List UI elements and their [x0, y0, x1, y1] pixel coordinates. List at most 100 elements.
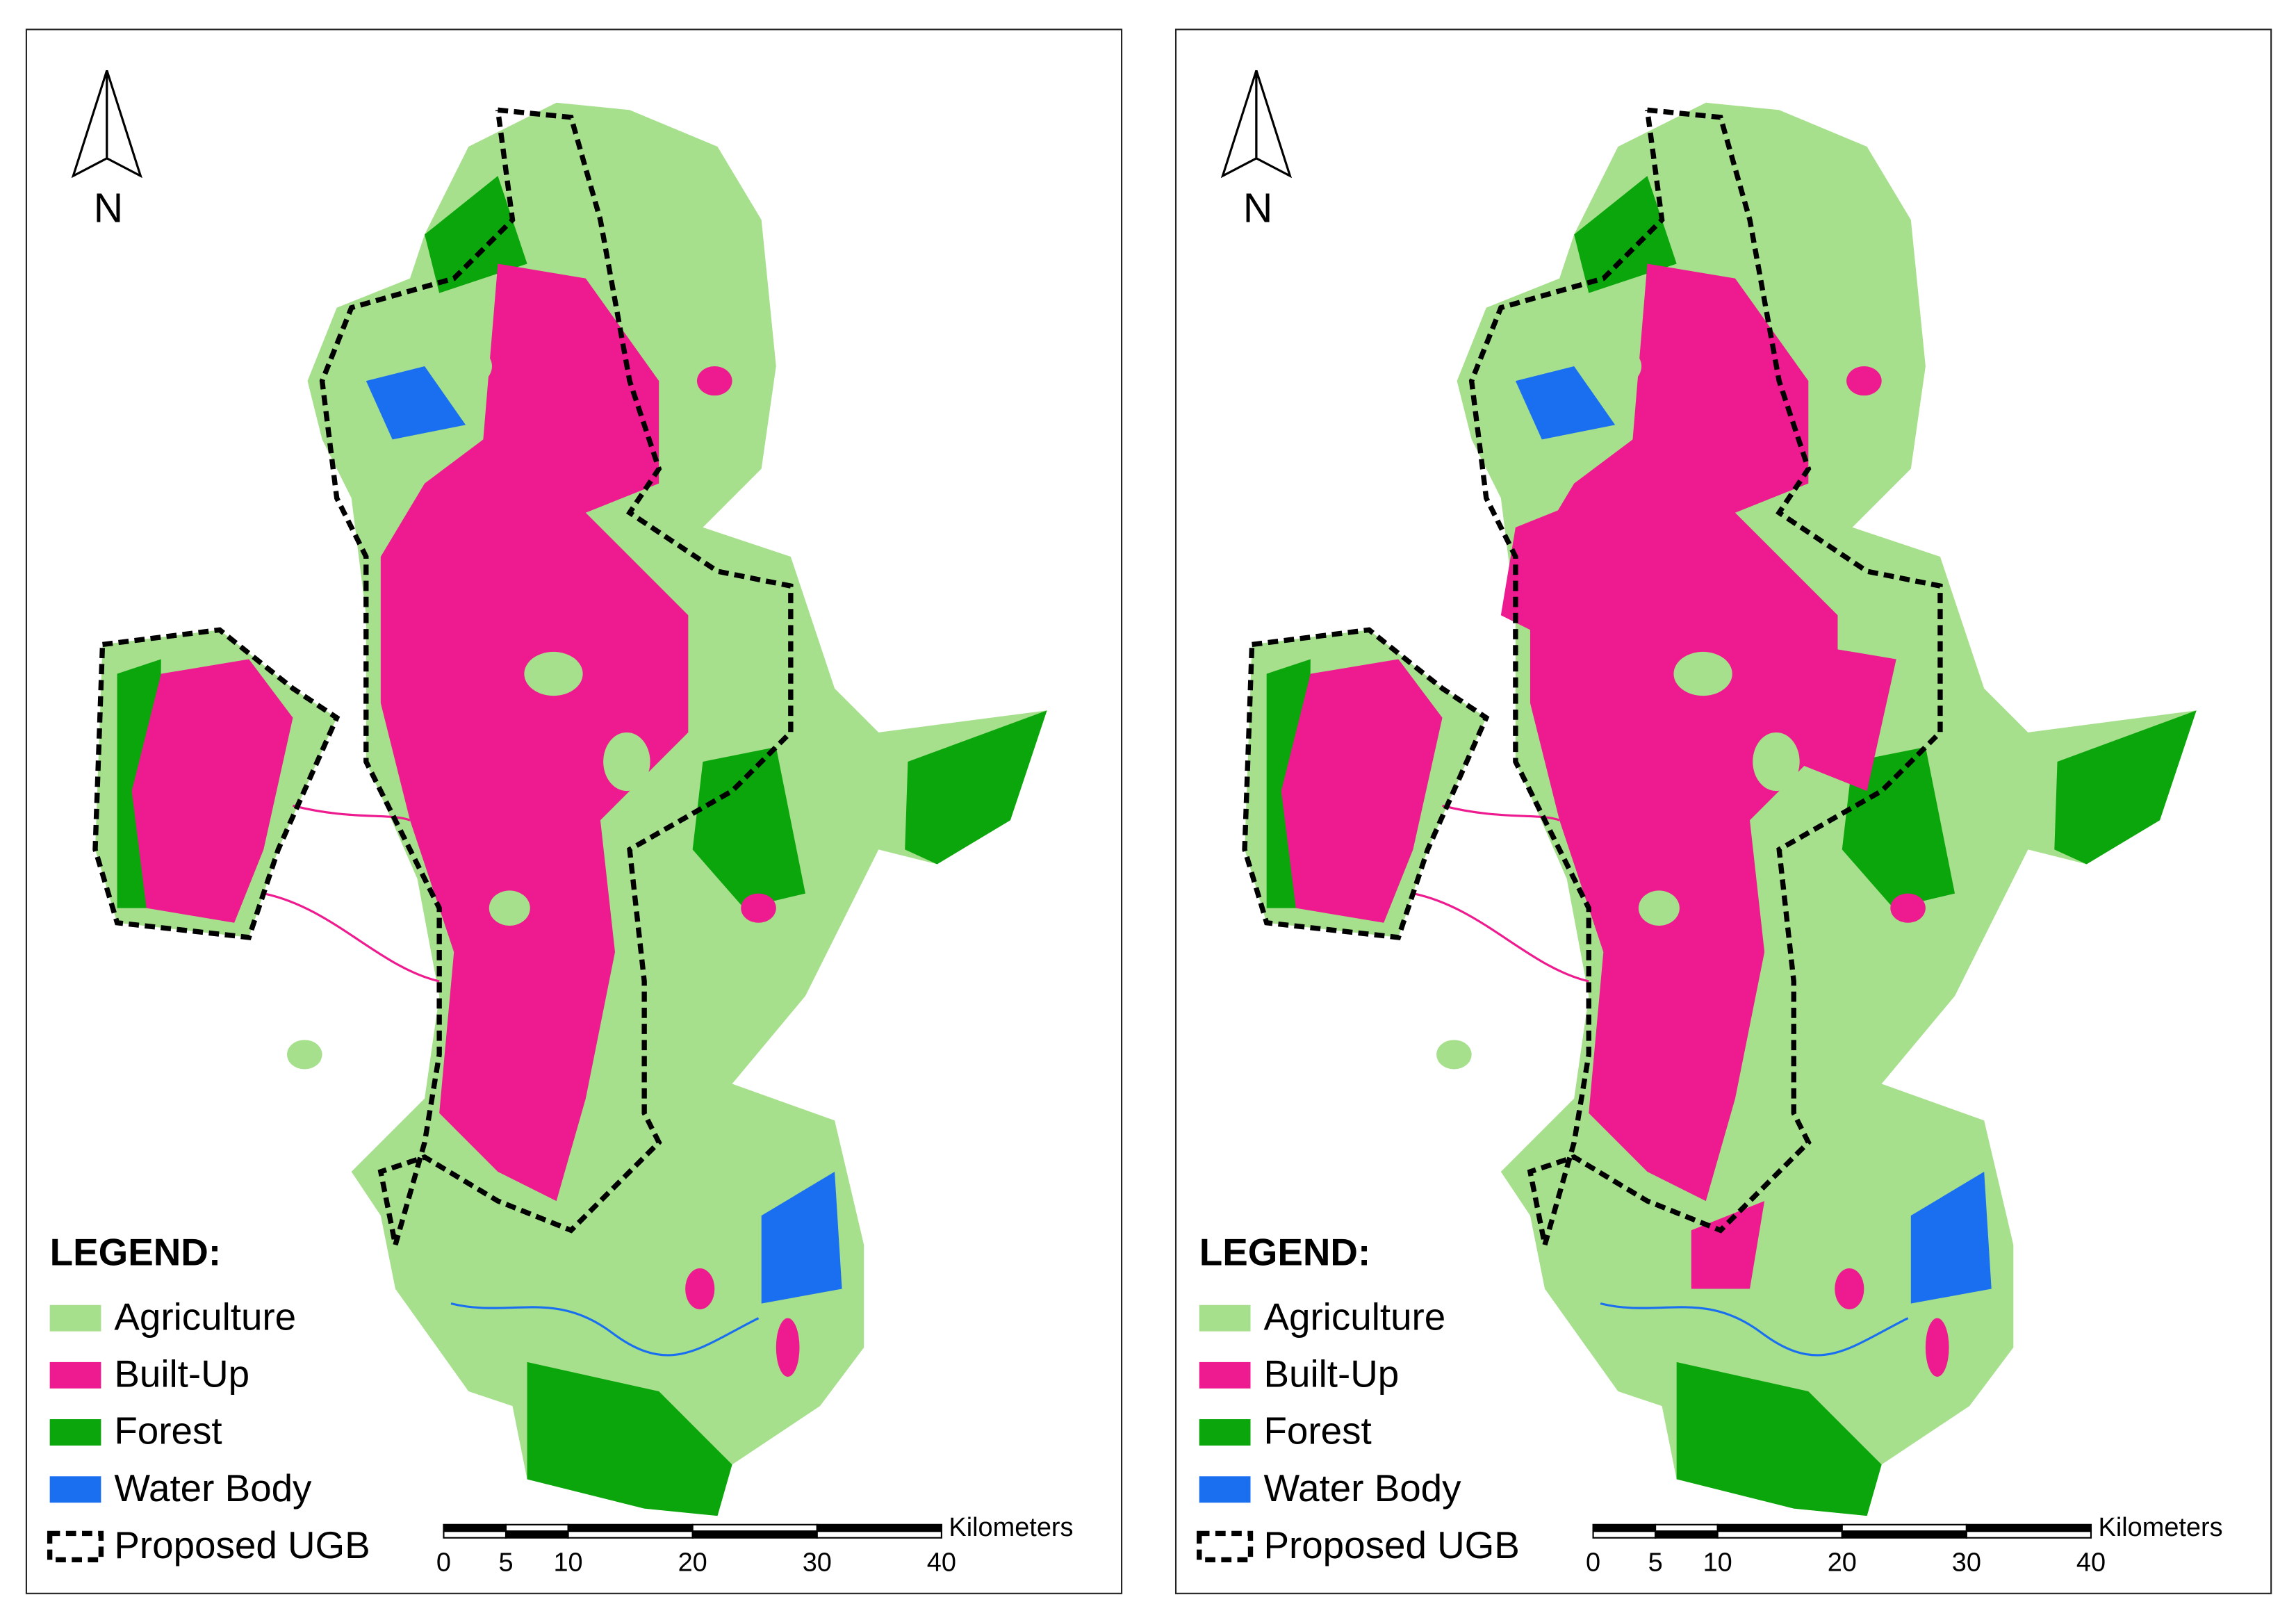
forest-area	[527, 1361, 732, 1516]
legend-label: Built-Up	[1263, 1352, 1399, 1395]
built-up-area	[131, 659, 293, 923]
scale-segment	[505, 1530, 569, 1539]
scale-segment	[816, 1523, 942, 1532]
water-area	[1910, 1171, 1992, 1304]
legend-swatch	[49, 1304, 101, 1332]
legend-label: Agriculture	[114, 1295, 296, 1338]
scale-segment	[1716, 1523, 1843, 1532]
forest-area	[1676, 1361, 1882, 1516]
built-up-patch	[1890, 893, 1926, 923]
built-up-patch	[741, 893, 776, 923]
scale-label: 40	[927, 1548, 956, 1578]
legend-label: Proposed UGB	[114, 1523, 370, 1566]
scale-label: 0	[1586, 1548, 1600, 1578]
legend-swatch	[1197, 1530, 1254, 1563]
scale-label: 5	[1648, 1548, 1663, 1578]
legend-swatch	[1199, 1304, 1251, 1332]
scale-segment	[816, 1530, 942, 1539]
map-area	[1242, 102, 2197, 1516]
scale-segment	[1965, 1530, 2092, 1539]
built-up-area	[1691, 1201, 1765, 1289]
forest-area	[1574, 176, 1677, 293]
road	[263, 804, 440, 983]
built-up-patch	[1846, 366, 1882, 396]
scale-segment	[1655, 1530, 1719, 1539]
scale-label: 5	[498, 1548, 513, 1578]
legend-title: LEGEND:	[50, 1231, 221, 1274]
legend-swatch	[47, 1530, 104, 1563]
north-label: N	[94, 185, 124, 231]
forest-area	[2054, 710, 2197, 865]
legend-label: Agriculture	[1263, 1295, 1445, 1338]
scale-segment	[505, 1523, 569, 1532]
north-label: N	[1243, 185, 1273, 231]
water-area	[761, 1171, 842, 1304]
scale-segment	[567, 1523, 694, 1532]
built-up-area	[380, 263, 689, 1202]
scale-label: 20	[678, 1548, 707, 1578]
scale-unit: Kilometers	[2099, 1513, 2223, 1542]
water-area	[366, 366, 466, 440]
agriculture-patch	[1673, 651, 1732, 696]
agriculture-patch	[489, 890, 530, 926]
built-up-area	[1281, 659, 1443, 923]
legend-swatch	[49, 1419, 101, 1446]
built-up-patch	[1835, 1268, 1864, 1310]
built-up-patch	[1925, 1318, 1949, 1377]
legend-swatch	[49, 1476, 101, 1503]
built-up-patch	[697, 366, 732, 396]
agriculture-patch	[524, 651, 583, 696]
scale-segment	[443, 1523, 507, 1532]
legend-label: Forest	[1263, 1409, 1371, 1453]
legend-swatch	[49, 1361, 101, 1389]
forest-area	[692, 746, 805, 908]
scale-segment	[1965, 1523, 2092, 1532]
built-up-patch	[776, 1318, 800, 1377]
map-panel: N LEGEND: Agriculture Built-Up Forest Water B…	[25, 28, 1123, 1594]
water-area	[1515, 366, 1616, 440]
scale-segment	[1841, 1523, 1967, 1532]
agriculture-patch	[287, 1040, 322, 1070]
scale-segment	[691, 1523, 818, 1532]
agriculture-patch	[1638, 890, 1680, 926]
scale-segment	[1655, 1523, 1719, 1532]
legend-swatch	[1199, 1419, 1251, 1446]
ugb-boundary	[1468, 107, 1943, 1246]
forest-area	[905, 710, 1047, 865]
scale-label: 30	[1952, 1548, 1981, 1578]
legend-swatch	[1199, 1476, 1251, 1503]
legend-label: Forest	[114, 1409, 222, 1453]
agriculture-patch	[1436, 1040, 1472, 1070]
scale-segment	[691, 1530, 818, 1539]
river	[1600, 1302, 1909, 1357]
north-arrow	[106, 69, 142, 179]
scale-unit: Kilometers	[949, 1513, 1073, 1542]
map-panel: N LEGEND: Agriculture Built-Up Forest Water B…	[1174, 28, 2272, 1594]
legend-label: Water Body	[114, 1466, 312, 1509]
north-arrow	[1255, 69, 1293, 179]
agriculture-patch	[439, 345, 492, 387]
ugb-boundary	[319, 107, 794, 1246]
agriculture-patch	[1589, 345, 1642, 387]
forest-area	[1842, 746, 1955, 908]
built-up-area	[1530, 263, 1838, 1202]
scale-segment	[443, 1530, 507, 1539]
scale-label: 10	[1703, 1548, 1732, 1578]
scale-label: 40	[2076, 1548, 2106, 1578]
scale-label: 30	[803, 1548, 832, 1578]
legend-title: LEGEND:	[1199, 1231, 1370, 1274]
scale-segment	[1592, 1530, 1657, 1539]
scale-label: 20	[1828, 1548, 1857, 1578]
ugb-boundary	[92, 627, 341, 940]
scale-label: 0	[436, 1548, 451, 1578]
forest-area	[425, 176, 527, 293]
built-up-area	[1794, 644, 1896, 792]
scale-label: 10	[553, 1548, 582, 1578]
scale-segment	[567, 1530, 694, 1539]
scale-segment	[1841, 1530, 1967, 1539]
river	[450, 1302, 760, 1357]
built-up-patch	[685, 1268, 715, 1310]
built-up-area	[1500, 498, 1589, 645]
legend-label: Water Body	[1263, 1466, 1461, 1509]
